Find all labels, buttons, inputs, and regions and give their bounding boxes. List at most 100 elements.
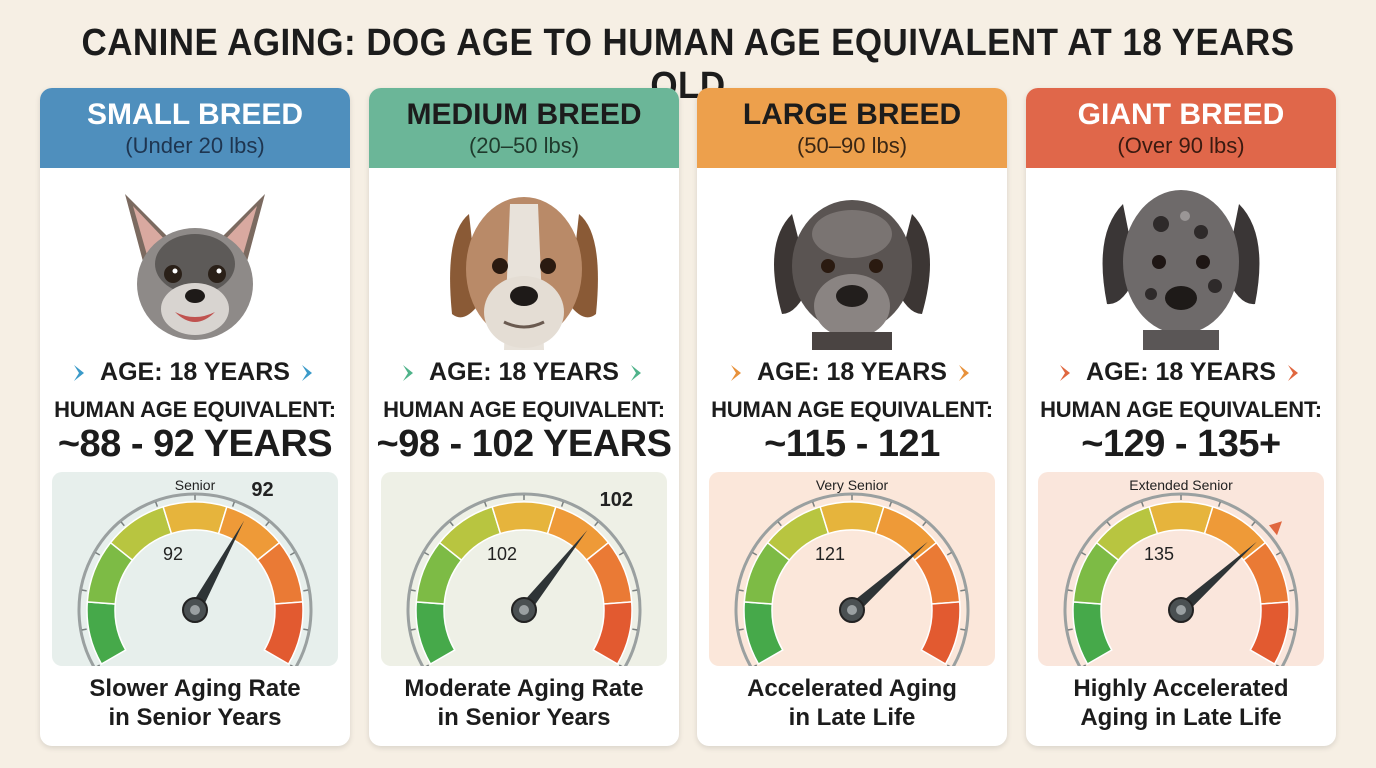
gauge-segment: [415, 601, 456, 666]
chevron-right-icon: [959, 365, 969, 381]
breed-name: LARGE BREED: [742, 98, 962, 131]
gauge-tick: [483, 501, 488, 507]
chevron-right-icon: [1288, 365, 1298, 381]
gauge-segment: [743, 601, 784, 666]
gauge-center-value: 102: [487, 544, 517, 564]
breed-card-medium: MEDIUM BREED (20–50 lbs) AGE: 18 YEARS H…: [369, 88, 679, 746]
gauge-needle: [519, 530, 588, 614]
gauge-tick: [1140, 501, 1145, 507]
gauge-hub-cap: [190, 605, 200, 615]
gauge-tick: [1289, 628, 1295, 631]
gauge-tick: [811, 501, 816, 507]
gauge-tick: [960, 589, 966, 592]
breed-name: MEDIUM BREED: [406, 98, 642, 131]
card-header: MEDIUM BREED (20–50 lbs): [369, 88, 679, 168]
human-age-label: HUMAN AGE EQUIVALENT:: [54, 397, 336, 422]
gauge-tip-value: 102: [600, 489, 633, 511]
gauge-tick: [777, 521, 782, 527]
breed-card-large: LARGE BREED (50–90 lbs) AGE: 18 YEARS HU…: [697, 88, 1007, 746]
gauge-tick: [425, 664, 430, 666]
chevron-right-icon: [403, 365, 413, 381]
aging-gauge: Senior 92 92: [52, 472, 338, 666]
aging-gauge: Extended Senior 135: [1038, 472, 1324, 666]
gauge-tick: [1275, 664, 1280, 666]
gauge-tick: [618, 664, 623, 666]
dog-age: AGE: 18 YEARS: [1086, 358, 1276, 386]
gauge-tick: [81, 589, 87, 592]
caption-line-1: Moderate Aging Rate: [404, 675, 644, 702]
gauge-tick: [1289, 589, 1295, 592]
gauge-tick: [95, 551, 101, 556]
caption-line-2: Aging in Late Life: [1080, 704, 1282, 731]
gauge-needle: [847, 541, 928, 615]
caption-line-2: in Late Life: [788, 704, 916, 731]
gauge-center-value: 121: [815, 544, 845, 564]
gauge-segment: [491, 501, 557, 535]
chevron-right-icon: [1060, 365, 1070, 381]
gauge-dial: Very Senior 121: [734, 477, 970, 666]
human-age-range: ~98 - 102 YEARS: [376, 423, 672, 465]
gauge-tick: [231, 501, 236, 507]
medium-dog-icon: [450, 197, 598, 350]
gauge-tick: [1217, 501, 1222, 507]
large-dog-icon: [774, 200, 930, 350]
caption-line-1: Slower Aging Rate: [89, 675, 301, 702]
gauge-segment: [86, 601, 127, 666]
human-age-label: HUMAN AGE EQUIVALENT:: [383, 397, 665, 422]
card-header: GIANT BREED (Over 90 lbs): [1026, 88, 1336, 168]
card-header: SMALL BREED (Under 20 lbs): [40, 88, 350, 168]
gauge-outer-ring: [77, 492, 313, 666]
gauge-tip-value: 92: [251, 479, 273, 501]
gauge-segment: [1249, 601, 1290, 666]
dog-age: AGE: 18 YEARS: [100, 358, 290, 386]
small-dog-icon: [125, 194, 265, 340]
gauge-zone-label: Very Senior: [816, 477, 889, 493]
gauge-needle: [1176, 541, 1257, 615]
dog-age: AGE: 18 YEARS: [757, 358, 947, 386]
gauge-tick: [618, 551, 624, 556]
aging-gauge: Very Senior 121: [709, 472, 995, 666]
gauge-tick: [303, 589, 309, 592]
gauge-center-value: 92: [163, 544, 183, 564]
gauge-segment: [1072, 601, 1113, 666]
gauge-tick: [753, 664, 758, 666]
aging-caption: Slower Aging Rate in Senior Years: [40, 674, 350, 732]
gauge-tick: [560, 501, 565, 507]
aging-caption: Moderate Aging Rate in Senior Years: [369, 674, 679, 732]
gauge-outer-ring: [406, 492, 642, 666]
gauge-tick: [888, 501, 893, 507]
gauge-dial: 102 102: [406, 489, 642, 666]
page-title: CANINE AGING: DOG AGE TO HUMAN AGE EQUIV…: [81, 22, 1295, 107]
breed-card-small: SMALL BREED (Under 20 lbs) AGE: 18 YEARS: [40, 88, 350, 746]
gauge-tick: [81, 628, 87, 631]
caption-line-1: Highly Accelerated: [1073, 675, 1289, 702]
gauge-hub-cap: [519, 605, 529, 615]
caption-line-2: in Senior Years: [437, 704, 611, 731]
human-age-range: ~88 - 92 YEARS: [57, 423, 333, 465]
chevron-right-icon: [302, 365, 312, 381]
gauge-tick: [922, 521, 927, 527]
gauge-zone-label: Senior: [175, 477, 216, 493]
breed-card-giant: GIANT BREED (Over 90 lbs) AGE: 18 YEARS: [1026, 88, 1336, 746]
gauge-tick: [1106, 521, 1111, 527]
human-age-label: HUMAN AGE EQUIVALENT:: [711, 397, 993, 422]
gauge-tick: [960, 628, 966, 631]
gauge-tick: [632, 589, 638, 592]
gauge-tick: [289, 551, 295, 556]
gauge-segment: [263, 601, 304, 666]
gauge-tick: [410, 628, 416, 631]
gauge-zone-label: Extended Senior: [1129, 477, 1233, 493]
gauge-tick: [946, 664, 951, 666]
gauge-hub-cap: [847, 605, 857, 615]
gauge-tick: [289, 664, 294, 666]
gauge-segment: [1148, 501, 1214, 535]
gauge-marker-icon: [1268, 521, 1282, 536]
caption-line-2: in Senior Years: [108, 704, 282, 731]
gauge-segment: [819, 501, 885, 535]
gauge-tick: [449, 521, 454, 527]
chevron-right-icon: [631, 365, 641, 381]
gauge-outer-ring: [1063, 492, 1299, 666]
breed-weight: (Over 90 lbs): [1117, 133, 1245, 158]
gauge-tick: [594, 521, 599, 527]
gauge-hub-cap: [1176, 605, 1186, 615]
